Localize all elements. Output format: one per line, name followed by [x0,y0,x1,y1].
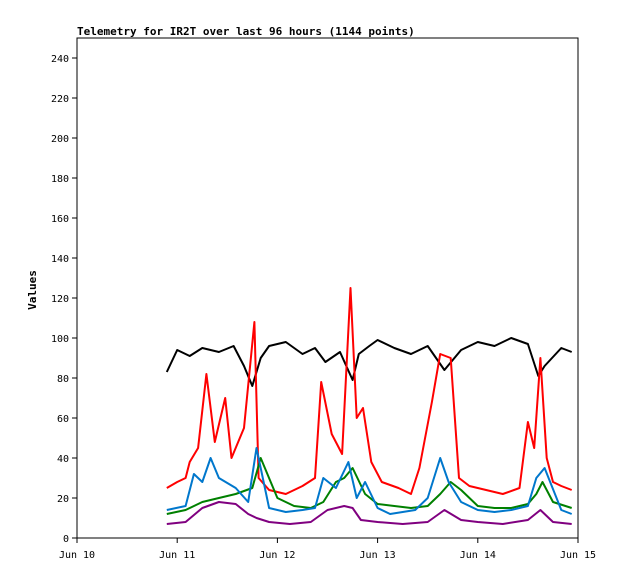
x-tick-label: Jun 10 [59,550,95,561]
plot-frame [76,37,579,539]
x-tick-label: Jun 14 [460,550,496,561]
chart-title: Telemetry for IR2T over last 96 hours (1… [77,25,415,38]
y-tick-label: 200 [51,134,69,145]
x-tick-label: Jun 13 [360,550,396,561]
y-tick-label: 240 [51,54,69,65]
x-axis: Jun 10 Jun 11 Jun 12 Jun 13 Jun 14 Jun 15 [59,538,596,561]
y-tick-label: 160 [51,214,69,225]
y-axis: 0 20 40 60 80 100 120 140 160 180 200 220 240 [51,54,77,545]
series-line-1 [165,337,573,387]
y-tick-label: 20 [57,494,69,505]
y-tick-label: 180 [51,174,69,185]
series-line-2 [166,287,573,495]
y-tick-label: 40 [57,454,69,465]
series-line-4 [166,447,573,515]
x-tick-label: Jun 11 [159,550,195,561]
x-tick-label: Jun 15 [560,550,596,561]
y-tick-label: 140 [51,254,69,265]
y-tick-label: 60 [57,414,69,425]
y-axis-label: Values [26,270,39,310]
y-tick-label: 80 [57,374,69,385]
series-line-5 [166,501,572,525]
series-layer [165,287,573,525]
y-tick-label: 0 [63,534,69,545]
y-tick-label: 100 [51,334,69,345]
x-tick-label: Jun 12 [259,550,295,561]
y-tick-label: 120 [51,294,69,305]
y-tick-label: 220 [51,94,69,105]
